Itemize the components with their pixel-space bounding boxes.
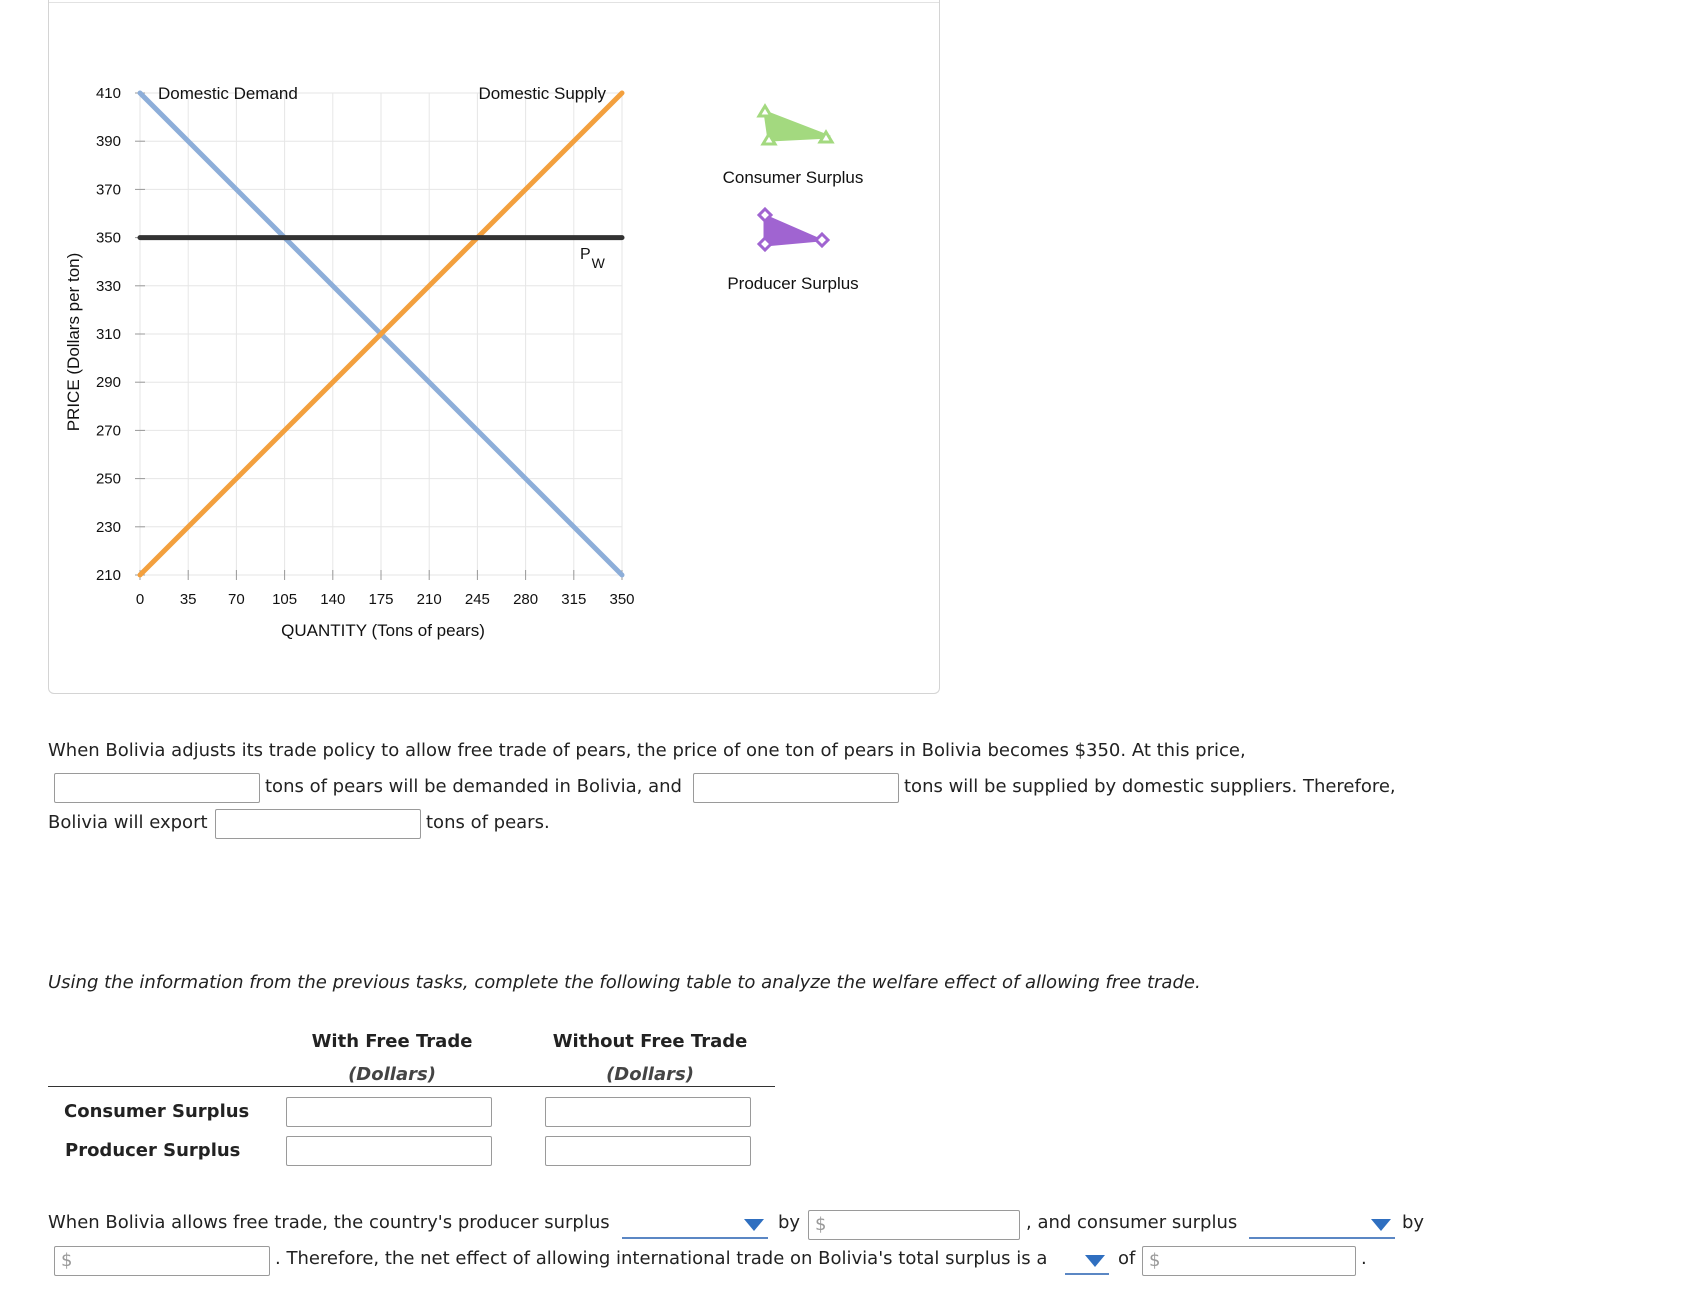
y-tick-label: 410 bbox=[96, 85, 121, 102]
row-label-producer-surplus: Producer Surplus bbox=[65, 1140, 241, 1161]
question3-by2: by bbox=[1402, 1212, 1425, 1233]
col-header-without-trade: Without Free Trade bbox=[552, 1031, 748, 1052]
y-tick-label: 270 bbox=[96, 422, 121, 439]
x-axis-label: QUANTITY (Tons of pears) bbox=[281, 621, 485, 640]
producer-surplus-label: Producer Surplus bbox=[727, 274, 858, 293]
cs-vertex-marker bbox=[756, 103, 774, 118]
x-tick-label: 350 bbox=[609, 591, 634, 608]
question3-by1: by bbox=[778, 1212, 801, 1233]
consumer-surplus-label: Consumer Surplus bbox=[723, 168, 864, 187]
question1-line2a: tons of pears will be demanded in Bolivi… bbox=[265, 776, 682, 797]
x-tick-label: 280 bbox=[513, 591, 538, 608]
table-instruction: Using the information from the previous … bbox=[48, 972, 1201, 993]
panel-top-border bbox=[48, 2, 940, 3]
producer-surplus-tool[interactable]: Producer Surplus bbox=[727, 206, 859, 293]
dollar-sign: $ bbox=[1149, 1250, 1161, 1271]
y-tick-label: 230 bbox=[96, 519, 121, 536]
y-axis-label: PRICE (Dollars per ton) bbox=[64, 253, 83, 432]
chevron-down-icon bbox=[744, 1219, 764, 1231]
supply-curve[interactable] bbox=[137, 90, 625, 578]
question1-line3b: tons of pears. bbox=[426, 812, 550, 833]
question3-part3: . Therefore, the net effect of allowing … bbox=[275, 1248, 1048, 1269]
cs-vertex-marker bbox=[817, 129, 835, 144]
demand-label: Domestic Demand bbox=[158, 84, 298, 103]
ps-with-trade-input[interactable] bbox=[286, 1136, 492, 1166]
x-tick-label: 210 bbox=[417, 591, 442, 608]
consumer-surplus-icon bbox=[763, 109, 831, 142]
ps-without-trade-input[interactable] bbox=[545, 1136, 751, 1166]
cs-without-trade-input[interactable] bbox=[545, 1097, 751, 1127]
y-tick-label: 390 bbox=[96, 133, 121, 150]
producer-surplus-change-input[interactable]: $ bbox=[808, 1210, 1020, 1240]
y-tick-label: 290 bbox=[96, 374, 121, 391]
question3-part1: When Bolivia allows free trade, the coun… bbox=[48, 1212, 610, 1233]
col-subheader-with-trade: (Dollars) bbox=[348, 1064, 436, 1085]
dollar-sign: $ bbox=[815, 1214, 827, 1235]
question3-end: . bbox=[1361, 1248, 1367, 1269]
y-tick-label: 370 bbox=[96, 181, 121, 198]
question1-line3a: Bolivia will export bbox=[48, 812, 208, 833]
table-header-rule bbox=[48, 1086, 775, 1087]
question3-part2: , and consumer surplus bbox=[1026, 1212, 1238, 1233]
supply-demand-chart[interactable]: 0 35 70 105 140 175 210 245 280 315 350 210 230 250 27… bbox=[0, 0, 1699, 700]
x-tick-label: 105 bbox=[272, 591, 297, 608]
ps-vertex-marker bbox=[813, 231, 831, 249]
x-tick-label: 245 bbox=[465, 591, 490, 608]
quantity-supplied-input[interactable] bbox=[693, 773, 899, 803]
x-tick-label: 70 bbox=[228, 591, 245, 608]
consumer-surplus-change-dropdown[interactable] bbox=[1249, 1213, 1395, 1239]
cs-vertex-marker bbox=[760, 131, 778, 146]
consumer-surplus-change-input[interactable]: $ bbox=[54, 1246, 270, 1276]
col-subheader-without-trade: (Dollars) bbox=[606, 1064, 694, 1085]
producer-surplus-icon bbox=[763, 213, 821, 247]
dollar-sign: $ bbox=[61, 1250, 73, 1271]
world-price-label: PW bbox=[580, 246, 606, 271]
ps-vertex-marker bbox=[756, 235, 774, 253]
chevron-down-icon bbox=[1085, 1255, 1105, 1267]
total-surplus-change-input[interactable]: $ bbox=[1142, 1246, 1356, 1276]
question3-of: of bbox=[1118, 1248, 1136, 1269]
ps-vertex-marker bbox=[756, 206, 774, 224]
x-tick-label: 140 bbox=[320, 591, 345, 608]
col-header-with-trade: With Free Trade bbox=[311, 1031, 473, 1052]
question1-line1: When Bolivia adjusts its trade policy to… bbox=[48, 740, 1246, 761]
x-tick-label: 35 bbox=[180, 591, 197, 608]
quantity-demanded-input[interactable] bbox=[54, 773, 260, 803]
row-label-consumer-surplus: Consumer Surplus bbox=[64, 1101, 250, 1122]
question1-line2b: tons will be supplied by domestic suppli… bbox=[904, 776, 1396, 797]
y-tick-label: 210 bbox=[96, 567, 121, 584]
producer-surplus-change-dropdown[interactable] bbox=[622, 1213, 768, 1239]
x-tick-label: 175 bbox=[368, 591, 393, 608]
total-surplus-change-dropdown[interactable] bbox=[1065, 1249, 1109, 1275]
supply-label: Domestic Supply bbox=[478, 84, 606, 103]
chevron-down-icon bbox=[1371, 1219, 1391, 1231]
y-tick-label: 330 bbox=[96, 278, 121, 295]
x-tick-label: 315 bbox=[561, 591, 586, 608]
cs-with-trade-input[interactable] bbox=[286, 1097, 492, 1127]
graph-panel bbox=[48, 0, 940, 694]
y-tick-label: 310 bbox=[96, 326, 121, 343]
consumer-surplus-tool[interactable]: Consumer Surplus bbox=[723, 103, 864, 187]
y-tick-label: 250 bbox=[96, 471, 121, 488]
x-tick-label: 0 bbox=[136, 591, 144, 608]
y-tick-label: 350 bbox=[96, 230, 121, 247]
exports-input[interactable] bbox=[215, 809, 421, 839]
